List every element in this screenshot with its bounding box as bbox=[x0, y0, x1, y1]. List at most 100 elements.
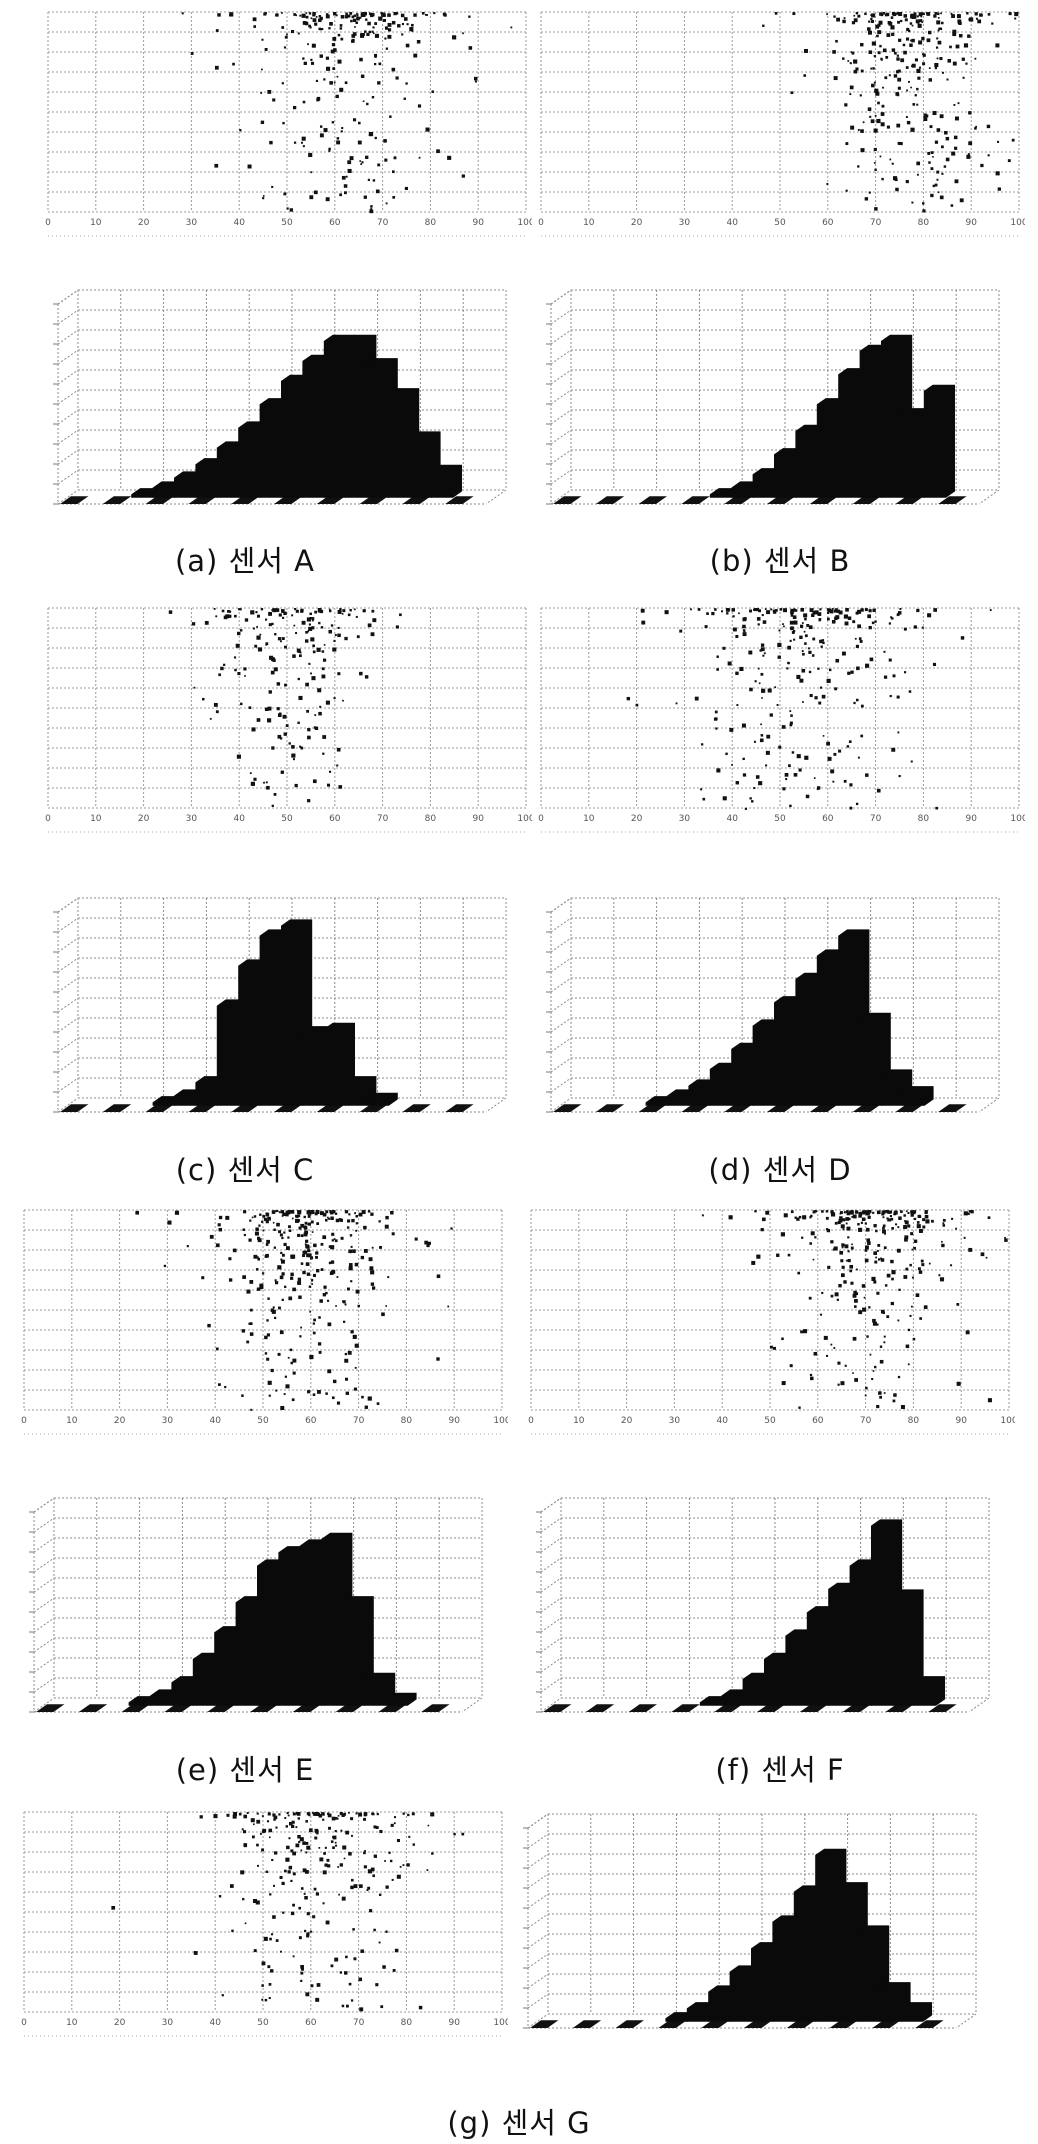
data-point bbox=[273, 1815, 278, 1820]
data-point bbox=[890, 616, 893, 619]
data-point bbox=[793, 638, 796, 641]
data-point bbox=[869, 657, 874, 662]
data-point bbox=[274, 633, 277, 636]
data-point bbox=[265, 1212, 270, 1217]
data-point bbox=[873, 1224, 877, 1228]
data-point bbox=[373, 1854, 378, 1858]
x-tick-label: 20 bbox=[114, 1416, 126, 1426]
data-point bbox=[841, 1265, 845, 1269]
data-point bbox=[302, 1868, 307, 1873]
data-point bbox=[332, 647, 337, 652]
data-point bbox=[254, 1231, 259, 1236]
data-point bbox=[384, 158, 388, 162]
data-point bbox=[272, 1813, 276, 1817]
data-point bbox=[312, 1393, 316, 1396]
data-point bbox=[867, 30, 873, 35]
data-point bbox=[989, 609, 992, 612]
data-point bbox=[851, 51, 855, 55]
caption-c: (c) 센서 C bbox=[175, 1153, 315, 1187]
data-point bbox=[395, 12, 399, 15]
scatter-svg: 0 10 20 30 40 50 60 70 80 90 100 bbox=[45, 11, 532, 237]
data-point bbox=[323, 78, 326, 81]
data-point bbox=[896, 57, 900, 61]
data-point bbox=[909, 22, 913, 25]
data-point bbox=[950, 12, 953, 15]
data-point bbox=[349, 1234, 353, 1237]
data-point bbox=[256, 1287, 261, 1291]
data-point bbox=[372, 32, 375, 35]
data-point bbox=[366, 1889, 369, 1892]
data-point bbox=[391, 1878, 394, 1881]
data-point bbox=[348, 1263, 353, 1267]
data-point bbox=[876, 34, 879, 38]
data-point bbox=[223, 663, 226, 666]
data-point bbox=[263, 781, 265, 784]
data-point bbox=[873, 81, 876, 84]
data-point bbox=[925, 12, 928, 15]
data-point bbox=[201, 1276, 205, 1280]
data-point bbox=[878, 20, 883, 25]
data-point bbox=[378, 1941, 381, 1944]
data-point bbox=[898, 13, 901, 16]
data-point bbox=[867, 27, 871, 31]
data-point bbox=[868, 20, 871, 23]
data-point bbox=[344, 636, 348, 641]
data-point bbox=[836, 17, 841, 22]
data-point bbox=[314, 1812, 319, 1816]
data-point bbox=[311, 1812, 314, 1814]
data-point bbox=[896, 1248, 901, 1253]
data-point bbox=[264, 48, 268, 51]
data-point bbox=[281, 1298, 284, 1301]
data-point bbox=[318, 15, 322, 18]
scatter-chart-a: 0 10 20 30 40 50 60 70 80 90 100 bbox=[42, 8, 532, 240]
grid bbox=[23, 1209, 503, 1411]
data-point bbox=[266, 1333, 271, 1337]
data-point bbox=[905, 1210, 908, 1213]
data-point bbox=[333, 48, 337, 52]
data-point bbox=[319, 133, 324, 138]
data-point bbox=[753, 740, 756, 743]
data-point bbox=[269, 1836, 271, 1839]
data-point bbox=[334, 1841, 337, 1844]
data-point bbox=[318, 1316, 321, 1319]
data-point bbox=[874, 1260, 878, 1264]
data-point bbox=[742, 629, 746, 632]
data-point bbox=[371, 1246, 374, 1249]
data-point bbox=[892, 674, 896, 678]
data-point bbox=[301, 620, 306, 625]
data-point bbox=[328, 149, 331, 152]
data-point bbox=[307, 1211, 312, 1215]
data-point bbox=[995, 171, 1000, 176]
floor-bin bbox=[938, 496, 967, 504]
data-point bbox=[325, 1392, 328, 1395]
data-point bbox=[902, 43, 906, 47]
data-point bbox=[716, 768, 721, 773]
data-point bbox=[271, 746, 275, 750]
data-point bbox=[403, 97, 406, 100]
data-point bbox=[853, 59, 858, 64]
scatter-svg: 0 10 20 30 40 50 60 70 80 90 100 bbox=[538, 11, 1025, 237]
data-point bbox=[895, 187, 899, 192]
data-point bbox=[312, 779, 317, 784]
data-point bbox=[814, 696, 818, 700]
data-point bbox=[325, 700, 330, 705]
data-point bbox=[371, 13, 375, 17]
data-point bbox=[975, 125, 977, 128]
data-point bbox=[845, 142, 849, 146]
data-point bbox=[305, 631, 308, 634]
data-point bbox=[811, 654, 815, 657]
floor-bin bbox=[757, 1704, 786, 1712]
data-point bbox=[275, 1826, 278, 1829]
data-point bbox=[715, 727, 718, 730]
data-point bbox=[307, 1214, 311, 1218]
data-point bbox=[832, 50, 836, 54]
data-point bbox=[315, 79, 319, 82]
data-point bbox=[817, 667, 820, 670]
data-point bbox=[340, 37, 344, 41]
data-point bbox=[363, 1817, 366, 1821]
data-point bbox=[281, 637, 285, 641]
data-point bbox=[903, 627, 907, 631]
data-point bbox=[799, 624, 804, 628]
x-tick-label: 50 bbox=[764, 1416, 776, 1426]
data-point bbox=[305, 1239, 309, 1243]
